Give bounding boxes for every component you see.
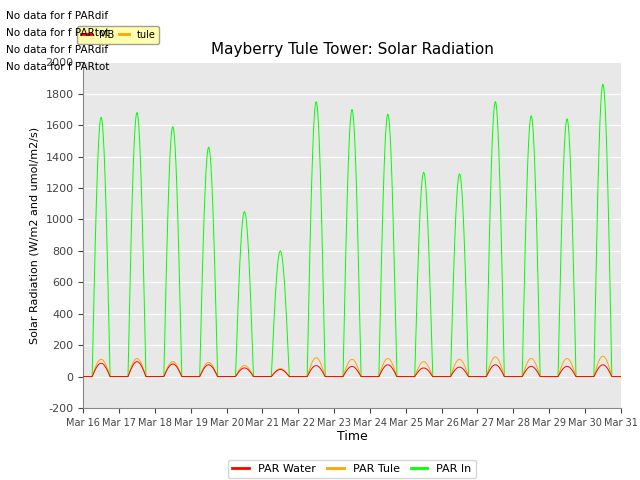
X-axis label: Time: Time bbox=[337, 431, 367, 444]
Text: No data for f PARtot: No data for f PARtot bbox=[6, 61, 110, 72]
Title: Mayberry Tule Tower: Solar Radiation: Mayberry Tule Tower: Solar Radiation bbox=[211, 42, 493, 57]
Text: No data for f PARdif: No data for f PARdif bbox=[6, 45, 109, 55]
Text: No data for f PARtot: No data for f PARtot bbox=[6, 28, 110, 38]
Text: No data for f PARdif: No data for f PARdif bbox=[6, 11, 109, 21]
Y-axis label: Solar Radiation (W/m2 and umol/m2/s): Solar Radiation (W/m2 and umol/m2/s) bbox=[30, 127, 40, 344]
Legend: PAR Water, PAR Tule, PAR In: PAR Water, PAR Tule, PAR In bbox=[228, 459, 476, 479]
